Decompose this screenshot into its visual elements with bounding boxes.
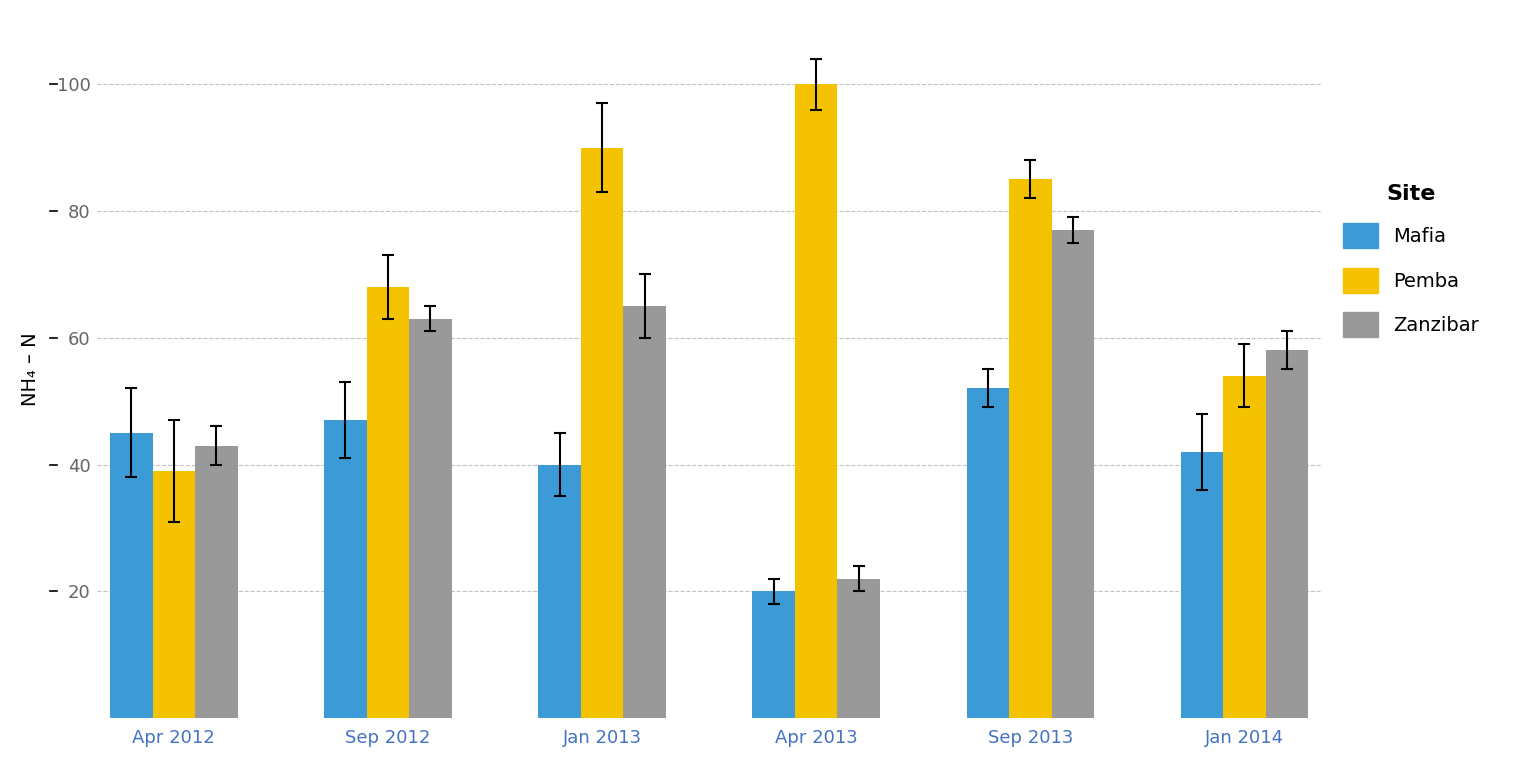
Bar — [1052, 230, 1094, 718]
Bar — [581, 147, 624, 718]
Bar — [538, 465, 581, 718]
Bar — [367, 287, 409, 718]
Bar — [1266, 350, 1309, 718]
Bar — [966, 389, 1009, 718]
Bar — [753, 591, 796, 718]
Bar — [324, 420, 367, 718]
Bar — [152, 471, 195, 718]
Bar — [111, 433, 152, 718]
Bar — [796, 84, 837, 718]
Bar — [837, 578, 880, 718]
Legend: Mafia, Pemba, Zanzibar: Mafia, Pemba, Zanzibar — [1342, 184, 1479, 337]
Bar — [1009, 179, 1052, 718]
Bar — [624, 306, 665, 718]
Bar — [1223, 376, 1266, 718]
Bar — [409, 319, 452, 718]
Bar — [1181, 452, 1223, 718]
Bar — [195, 445, 238, 718]
Y-axis label: NH₄ – N: NH₄ – N — [22, 333, 40, 406]
